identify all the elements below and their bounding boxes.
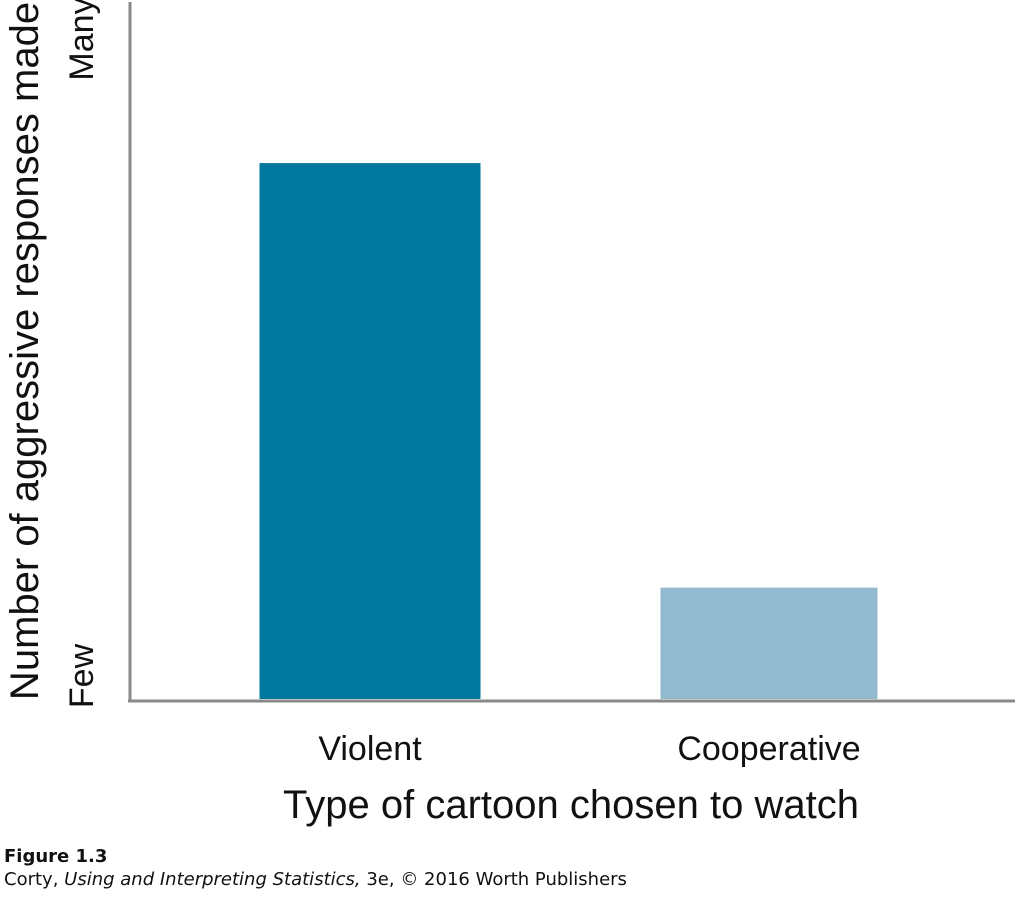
x-tick-labels: Violent Cooperative (318, 730, 860, 768)
credit-edition: 3e, © 2016 Worth Publishers (366, 869, 627, 890)
credit-author: Corty, (4, 869, 59, 890)
bar-cooperative (660, 587, 878, 699)
y-axis-low-label: Few (63, 643, 101, 708)
figure-credit: Corty, Using and Interpreting Statistics… (4, 868, 627, 892)
x-tick-label-violent: Violent (318, 730, 422, 768)
x-axis-title: Type of cartoon chosen to watch (283, 783, 859, 827)
figure-caption: Figure 1.3 Corty, Using and Interpreting… (4, 846, 627, 892)
bar-chart: Violent Cooperative Many Few Number of ag… (3, 0, 1015, 827)
bars-group (259, 163, 878, 699)
bar-violent (259, 163, 481, 699)
credit-book-title: Using and Interpreting Statistics, (64, 869, 361, 890)
figure-number: Figure 1.3 (4, 846, 108, 867)
x-tick-label-cooperative: Cooperative (677, 730, 860, 768)
y-axis-title: Number of aggressive responses made (3, 2, 47, 700)
y-axis-high-label: Many (63, 0, 101, 81)
